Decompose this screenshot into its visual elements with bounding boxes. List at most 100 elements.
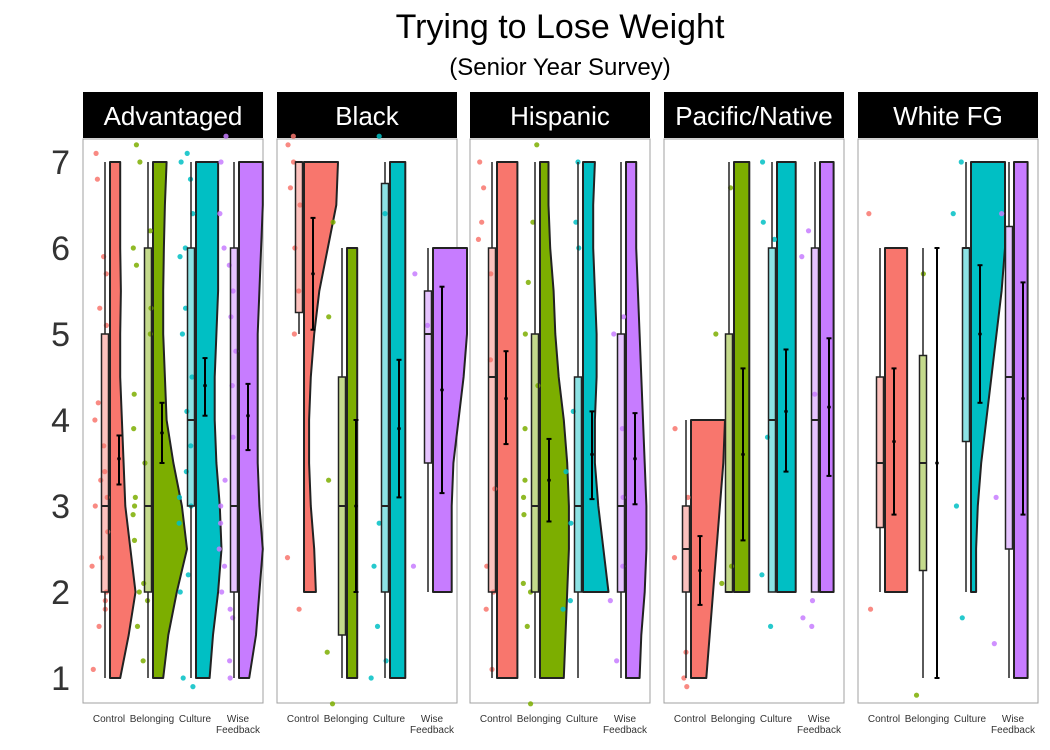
mean-point: [827, 405, 831, 409]
density-half-violin: [432, 247, 468, 593]
y-tick-label: 7: [51, 144, 70, 182]
group-belonging: [713, 161, 751, 593]
group-wise-feedback: [607, 161, 648, 679]
data-point: [90, 666, 96, 673]
data-point: [326, 314, 332, 320]
mean-point: [203, 383, 207, 388]
data-point: [133, 262, 140, 268]
y-tick-label: 5: [51, 316, 70, 354]
data-point: [522, 477, 528, 483]
x-tick-label: Feedback: [797, 725, 842, 736]
data-point: [671, 555, 678, 561]
data-point: [285, 142, 291, 148]
data-point: [619, 426, 625, 432]
x-tick-label: Feedback: [603, 725, 648, 736]
data-point: [568, 520, 574, 526]
density-half-violin: [496, 161, 519, 679]
density-half-violin: [690, 419, 726, 679]
data-point: [217, 211, 223, 217]
data-point: [534, 142, 540, 148]
mean-point: [784, 409, 788, 414]
data-point: [216, 546, 222, 552]
data-point: [92, 503, 98, 509]
x-tick-label: Wise: [614, 714, 637, 725]
density-half-violin: [389, 161, 407, 679]
data-point: [227, 658, 233, 664]
box-iqr: [530, 333, 540, 593]
mean-point: [935, 461, 939, 465]
data-point: [475, 236, 482, 242]
data-point: [913, 692, 920, 698]
data-point: [771, 236, 778, 242]
data-point: [684, 684, 690, 690]
data-point: [799, 254, 805, 260]
data-point: [131, 391, 137, 397]
group-belonging: [324, 219, 359, 707]
data-point: [477, 159, 483, 165]
data-point: [520, 494, 527, 500]
facet-strip: [470, 92, 650, 138]
data-point: [953, 503, 960, 509]
data-point: [131, 537, 138, 544]
density-half-violin: [819, 161, 835, 593]
box-iqr: [229, 247, 239, 593]
mean-point: [547, 478, 551, 483]
box-iqr: [1004, 225, 1014, 550]
density-half-violin: [346, 247, 359, 679]
group-culture: [950, 159, 1006, 621]
data-point: [182, 245, 188, 251]
mean-point: [160, 431, 164, 435]
mean-point: [397, 426, 401, 431]
facet-strip-label: Hispanic: [510, 101, 610, 131]
x-tick-label: Wise: [227, 714, 250, 725]
group-control: [671, 419, 726, 690]
data-point: [809, 598, 816, 604]
data-point: [522, 331, 528, 337]
facet-panel-pacific-native: Pacific/Native Control Belonging Culture Wis…: [663, 92, 845, 736]
mean-point: [633, 456, 637, 461]
data-point: [371, 563, 377, 569]
data-point: [97, 305, 103, 311]
data-point: [488, 271, 494, 277]
data-point: [867, 606, 874, 612]
group-culture: [176, 150, 223, 690]
facet-strip-label: Black: [335, 101, 400, 131]
box-iqr: [487, 247, 497, 593]
data-point: [284, 555, 291, 561]
facet-strip: [858, 92, 1038, 138]
density-half-violin: [539, 161, 570, 679]
data-point: [287, 185, 294, 191]
mean-point: [117, 456, 121, 461]
data-point: [189, 374, 195, 380]
x-tick-label: Feedback: [216, 725, 261, 736]
data-point: [567, 598, 573, 604]
data-point: [95, 400, 101, 406]
data-point: [950, 211, 956, 217]
data-point: [573, 219, 579, 225]
x-tick-label: Control: [93, 714, 125, 725]
density-half-violin: [152, 161, 188, 679]
x-tick-label: Culture: [179, 714, 212, 725]
data-point: [959, 615, 965, 621]
data-point: [424, 322, 431, 328]
y-axis: 1 2 3 4 5 6 7: [51, 144, 70, 698]
y-tick-label: 2: [51, 574, 70, 612]
box-iqr: [423, 290, 433, 464]
data-point: [102, 469, 108, 475]
data-point: [219, 589, 225, 595]
mean-point: [978, 332, 982, 336]
data-point: [800, 615, 806, 621]
data-point: [368, 675, 374, 681]
group-wise-feedback: [216, 133, 264, 681]
box-iqr: [724, 333, 734, 593]
data-point: [713, 331, 719, 337]
data-point: [329, 701, 336, 707]
x-tick-label: Control: [480, 714, 512, 725]
data-point: [611, 331, 617, 337]
x-tick-label: Belonging: [517, 714, 561, 725]
facet-panel-white-fg: White FG Control Belonging Culture WiseFeedb…: [857, 92, 1039, 736]
x-tick-label: Culture: [373, 714, 406, 725]
